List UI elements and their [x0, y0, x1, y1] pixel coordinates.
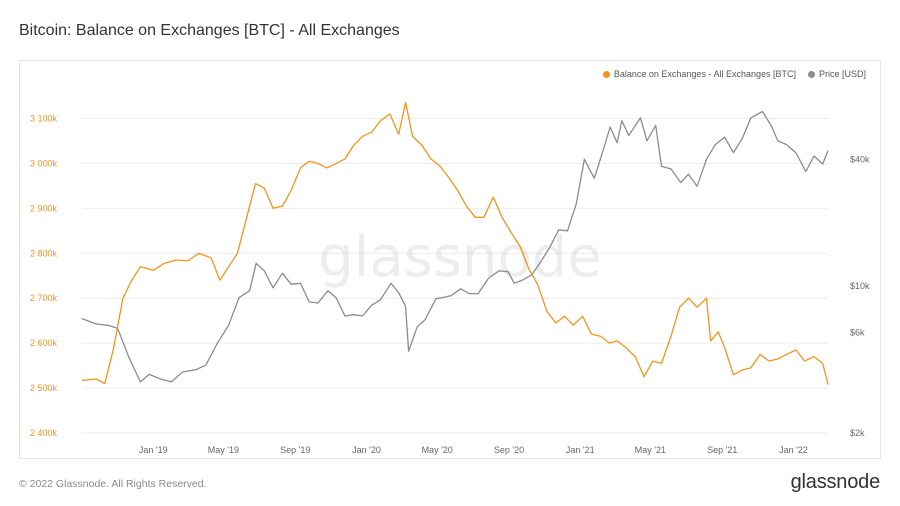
y-left-tick-label: 2 800k [30, 248, 58, 258]
y-left-tick-label: 2 900k [30, 203, 58, 213]
series-line-price [81, 110, 829, 383]
x-tick-label: May '21 [635, 445, 666, 455]
series-line-balance [81, 102, 829, 385]
chart-legend: Balance on Exchanges - All Exchanges [BT… [602, 69, 866, 79]
x-tick-label: May '20 [422, 445, 453, 455]
chart-panel: 2 400k 2 500k 2 600k 2 700k 2 800k 2 900k 3 00… [19, 60, 881, 459]
x-tick-label: Jan '21 [566, 445, 595, 455]
y-right-tick-label: $40k [850, 154, 870, 164]
x-tick-label: Sep '20 [494, 445, 524, 455]
y-left-tick-label: 2 400k [30, 428, 58, 438]
legend-dot-balance [602, 70, 610, 78]
watermark: glassnode [318, 225, 602, 290]
legend-item-balance[interactable]: Balance on Exchanges - All Exchanges [BT… [602, 69, 796, 79]
y-left-tick-label: 2 700k [30, 293, 58, 303]
y-left-tick-label: 3 000k [30, 158, 58, 168]
y-right-tick-label: $10k [850, 281, 870, 291]
y-left-tick-label: 2 500k [30, 383, 58, 393]
legend-dot-price [807, 70, 815, 78]
y-right-tick-label: $2k [850, 428, 865, 438]
x-tick-label: Sep '19 [280, 445, 310, 455]
x-tick-label: Jan '19 [139, 445, 168, 455]
x-tick-label: May '19 [208, 445, 239, 455]
y-right-tick-label: $6k [850, 328, 865, 338]
x-tick-label: Sep '21 [707, 445, 737, 455]
chart-svg[interactable]: 2 400k 2 500k 2 600k 2 700k 2 800k 2 900k 3 00… [20, 61, 880, 458]
legend-item-price[interactable]: Price [USD] [807, 69, 866, 79]
legend-label-price: Price [USD] [818, 69, 866, 79]
legend-label-balance: Balance on Exchanges - All Exchanges [BT… [613, 69, 796, 79]
footer-copyright: © 2022 Glassnode. All Rights Reserved. [19, 478, 207, 490]
x-tick-label: Jan '20 [352, 445, 381, 455]
y-left-tick-label: 2 600k [30, 338, 58, 348]
x-tick-label: Jan '22 [779, 445, 808, 455]
chart-title: Bitcoin: Balance on Exchanges [BTC] - Al… [19, 22, 400, 39]
footer-logo[interactable]: glassnode [790, 471, 881, 493]
y-left-tick-label: 3 100k [30, 113, 58, 123]
